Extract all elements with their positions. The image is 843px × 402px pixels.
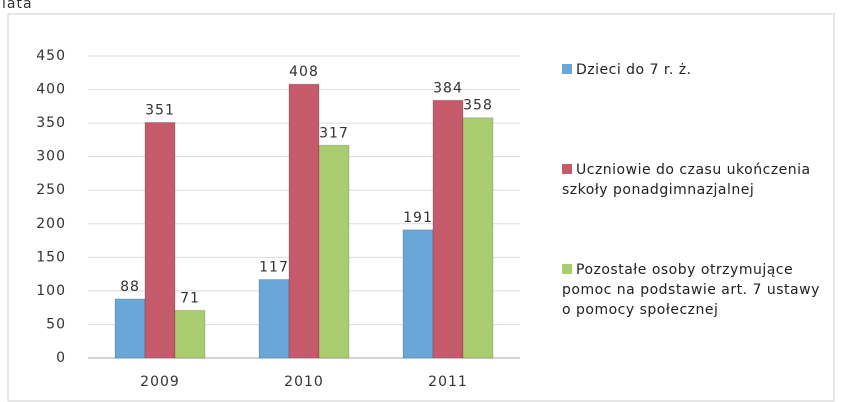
x-tick-label: 2011 [428, 374, 468, 390]
bar [288, 83, 320, 359]
bar [432, 99, 464, 359]
legend-label: Dzieci do 7 r. ż. [576, 62, 692, 78]
y-tick-label: 250 [36, 182, 66, 198]
legend-item: Dzieci do 7 r. ż. [562, 60, 827, 80]
bar [174, 309, 206, 359]
y-tick-label: 450 [36, 48, 66, 64]
bar [318, 144, 350, 359]
bar [114, 298, 146, 359]
bar [258, 278, 290, 359]
data-label: 384 [433, 80, 463, 96]
bar [402, 229, 434, 359]
bar [462, 117, 494, 359]
legend-label: Uczniowie do czasu ukończenia szkoły pon… [562, 162, 811, 198]
y-tick-label: 0 [56, 350, 66, 366]
legend-item: Pozostałe osoby otrzymujące pomoc na pod… [562, 260, 827, 320]
x-tick-label: 2009 [140, 374, 180, 390]
data-label: 88 [120, 279, 140, 295]
bar [144, 121, 176, 359]
data-label: 408 [289, 64, 319, 80]
y-tick-label: 300 [36, 149, 66, 165]
legend-label: Pozostałe osoby otrzymujące pomoc na pod… [562, 262, 820, 318]
data-label: 117 [259, 259, 289, 275]
data-label: 71 [180, 290, 200, 306]
data-label: 358 [463, 98, 493, 114]
y-tick-label: 50 [46, 316, 66, 332]
legend-item: Uczniowie do czasu ukończenia szkoły pon… [562, 160, 827, 200]
y-tick-label: 150 [36, 249, 66, 265]
x-tick-label: 2010 [284, 374, 324, 390]
legend-swatch [562, 64, 572, 74]
data-label: 351 [145, 102, 175, 118]
legend-swatch [562, 164, 572, 174]
y-tick-label: 350 [36, 115, 66, 131]
y-tick-label: 400 [36, 82, 66, 98]
y-tick-label: 200 [36, 216, 66, 232]
y-tick-label: 100 [36, 283, 66, 299]
data-label: 317 [319, 125, 349, 141]
legend-swatch [562, 264, 572, 274]
caption: lata [2, 0, 33, 12]
data-label: 191 [403, 210, 433, 226]
